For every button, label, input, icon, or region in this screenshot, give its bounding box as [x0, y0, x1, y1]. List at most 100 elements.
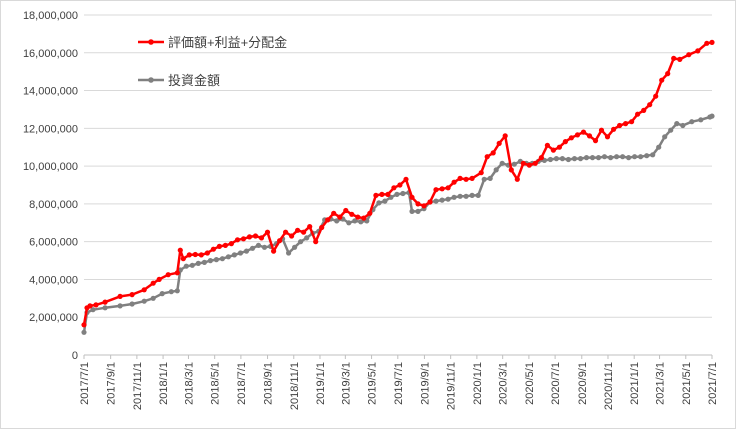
series-investment-point [553, 156, 560, 162]
series-valuation-point [177, 247, 183, 253]
series-investment-point [382, 198, 388, 204]
x-tick-label: 2018/7/1 [236, 362, 248, 405]
series-valuation-point [234, 237, 241, 243]
series-investment-point [445, 196, 451, 202]
series-valuation-point [210, 246, 216, 252]
series-valuation-point [629, 119, 635, 125]
series-investment-point [451, 194, 457, 200]
series-valuation-point [379, 191, 385, 197]
series-investment-point [650, 152, 656, 158]
series-valuation-point [550, 147, 557, 153]
series-investment-point [219, 256, 225, 262]
series-valuation-point [289, 233, 295, 239]
series-valuation-point [337, 214, 343, 220]
series-valuation-point [102, 299, 108, 305]
series-valuation-point [277, 238, 283, 244]
series-valuation-point [647, 102, 653, 108]
series-valuation-point [532, 160, 538, 166]
series-valuation-point [295, 227, 301, 233]
series-valuation-point [228, 241, 234, 247]
series-valuation-point [186, 252, 192, 258]
series-valuation-point [538, 155, 545, 161]
series-valuation-point [361, 215, 367, 221]
series-valuation-point [556, 144, 563, 150]
series-valuation-point [695, 48, 701, 54]
series-valuation-point [433, 187, 439, 193]
series-investment-point [90, 307, 96, 313]
series-investment-group [81, 113, 715, 335]
series-valuation-point [87, 303, 93, 309]
series-investment-point [487, 175, 493, 181]
series-investment-point [662, 134, 668, 140]
series-investment-point [559, 156, 566, 162]
series-valuation-point [641, 107, 647, 113]
series-valuation-point [117, 293, 123, 299]
y-tick-label: 4,000,000 [29, 274, 78, 286]
series-valuation-point [415, 201, 421, 207]
series-valuation-group [81, 39, 715, 328]
legend: 評価額+利益+分配金 投資金額 [138, 35, 287, 88]
series-investment-point [433, 198, 439, 204]
series-investment-point [481, 176, 487, 182]
series-valuation-point [331, 210, 337, 216]
series-valuation-point [204, 250, 210, 256]
series-valuation-point [586, 133, 593, 139]
series-valuation-point [704, 40, 710, 46]
series-investment-point [286, 250, 292, 256]
series-valuation-point [222, 242, 228, 248]
series-investment-point [626, 155, 632, 161]
x-tick-label: 2019/3/1 [340, 362, 352, 405]
x-tick-label: 2020/3/1 [498, 362, 510, 405]
series-investment-point [334, 218, 340, 224]
series-valuation-point [129, 292, 135, 298]
series-investment-point [117, 303, 123, 309]
series-investment-point [595, 155, 602, 161]
y-tick-label: 0 [72, 350, 78, 362]
series-valuation-point [451, 179, 457, 185]
legend-marker-investment [148, 77, 154, 83]
y-tick-label: 14,000,000 [23, 86, 78, 98]
series-valuation-point [397, 182, 403, 188]
series-investment-point [189, 262, 195, 268]
series-investment-point [547, 156, 554, 163]
series-investment-line [82, 114, 713, 333]
series-investment-point [255, 242, 262, 248]
series-valuation-point [156, 276, 162, 282]
series-valuation-point [264, 229, 271, 235]
series-investment-point [174, 288, 180, 294]
x-tick-label: 2019/9/1 [419, 362, 431, 405]
series-valuation-point [283, 229, 289, 235]
series-valuation-point [677, 56, 683, 63]
series-valuation-point [409, 194, 415, 200]
series-investment-point [511, 161, 517, 167]
x-tick-label: 2021/3/1 [655, 362, 667, 405]
series-valuation-point [180, 256, 186, 262]
series-valuation-point [562, 139, 569, 145]
series-investment-point [376, 200, 382, 206]
series-investment-point [589, 155, 596, 161]
x-tick-label: 2018/3/1 [183, 362, 195, 405]
series-valuation-point [502, 133, 508, 139]
series-valuation-point [671, 55, 677, 62]
series-investment-point [674, 121, 680, 127]
series-valuation-point [271, 248, 277, 254]
series-investment-point [102, 305, 108, 311]
series-valuation-point [635, 111, 641, 117]
x-tick-label: 2019/7/1 [393, 362, 405, 405]
y-tick-label: 10,000,000 [23, 161, 78, 173]
y-tick-label: 8,000,000 [29, 199, 78, 211]
series-valuation-point [216, 243, 222, 249]
series-investment-point [571, 156, 578, 162]
series-valuation-line [82, 41, 713, 326]
series-valuation-point [174, 270, 180, 276]
series-investment-point [201, 259, 207, 265]
series-investment-point [352, 218, 358, 224]
x-tick-label: 2019/1/1 [315, 362, 327, 405]
series-investment-point [463, 193, 469, 199]
series-investment-point [614, 154, 620, 160]
series-valuation-point [355, 214, 361, 220]
series-investment-point [159, 291, 165, 297]
y-tick-label: 12,000,000 [23, 123, 78, 135]
series-valuation-point [604, 134, 611, 140]
